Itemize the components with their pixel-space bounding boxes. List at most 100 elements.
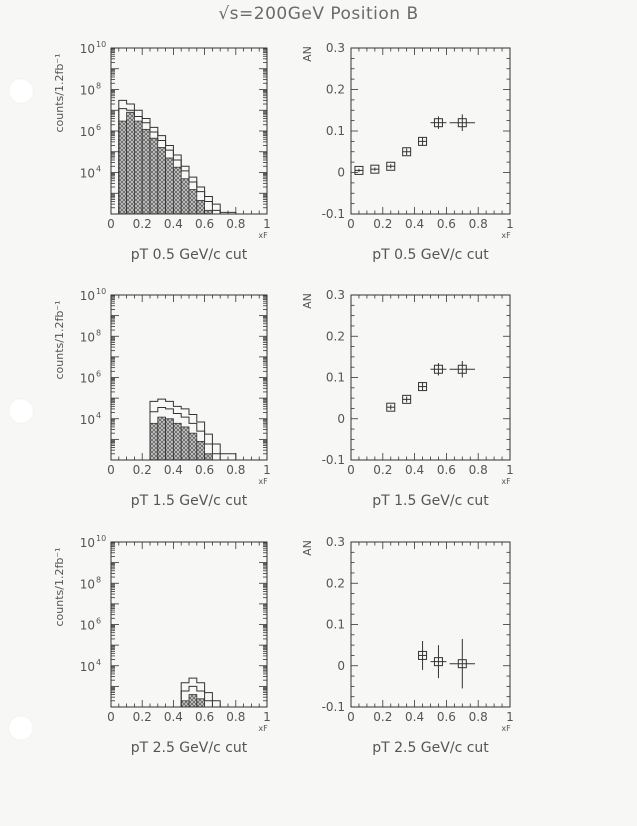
shaded-bar [188, 694, 198, 708]
y-tick-label: 0 [337, 412, 345, 426]
shaded-bar [196, 698, 206, 708]
x-tick-label: 0.2 [373, 217, 392, 231]
y-tick-exponent: 10 [96, 287, 106, 296]
x-tick-label: 0.2 [133, 217, 152, 231]
y-tick-label: -0.1 [322, 700, 345, 714]
data-point [402, 147, 412, 157]
x-tick-label: 0 [107, 463, 115, 477]
y-tick-label: 10 [80, 413, 95, 427]
y-tick-label: 0 [337, 659, 345, 673]
x-tick-label: 0.4 [164, 710, 183, 724]
data-point [457, 118, 467, 128]
shaded-bar [180, 700, 190, 708]
shaded-bar [188, 189, 198, 215]
x-tick-label: 1 [263, 710, 271, 724]
plot-frame [350, 294, 511, 461]
x-tick-label: 1 [506, 217, 514, 231]
shaded-bar [204, 209, 213, 215]
y-tick-exponent: 8 [96, 328, 101, 337]
y-axis-label: counts/1.2fb⁻¹ [53, 53, 66, 132]
histogram-outer-outline [118, 99, 237, 214]
y-tick-label: 10 [80, 660, 95, 674]
x-tick-label: 1 [263, 463, 271, 477]
plot-frame [350, 47, 511, 215]
x-axis-label: xF [258, 231, 268, 240]
y-tick-exponent: 8 [96, 82, 101, 91]
binder-hole-middle [8, 398, 34, 424]
y-tick-label: 0.2 [326, 83, 345, 97]
data-point [418, 650, 428, 660]
y-tick-label: 10 [80, 619, 95, 633]
binder-hole-bottom [8, 715, 34, 741]
y-tick-exponent: 10 [96, 534, 106, 543]
panel-caption: pT 2.5 GeV/c cut [372, 740, 489, 756]
shaded-bar [126, 111, 135, 215]
x-tick-label: 0.8 [469, 710, 488, 724]
shaded-bar [149, 137, 159, 215]
x-tick-label: 0.6 [437, 217, 456, 231]
x-tick-label: 0.6 [437, 463, 456, 477]
histogram-outer-outline [149, 398, 237, 460]
x-tick-label: 0.8 [226, 710, 245, 724]
y-tick-label: 10 [80, 84, 95, 98]
x-axis-label: xF [501, 724, 511, 733]
histogram-middle-outline [149, 407, 221, 460]
y-tick-exponent: 8 [96, 575, 101, 584]
x-tick-label: 0.8 [469, 217, 488, 231]
x-tick-label: 0.6 [195, 463, 214, 477]
x-tick-label: 0.2 [373, 463, 392, 477]
shaded-bar [196, 200, 206, 215]
y-axis-label: counts/1.2fb⁻¹ [53, 547, 66, 626]
data-point [386, 402, 396, 412]
data-point [433, 118, 443, 128]
shaded-bar [118, 120, 128, 215]
x-tick-label: 0.8 [226, 463, 245, 477]
shaded-bar [180, 178, 190, 215]
shaded-bar [133, 120, 143, 215]
panel-caption: pT 1.5 GeV/c cut [372, 493, 489, 509]
data-point [433, 364, 443, 374]
y-tick-label: 0 [337, 166, 345, 180]
page-title: √s=200GeV Position B [218, 4, 419, 24]
x-tick-label: 0.6 [195, 217, 214, 231]
binder-hole-top [8, 78, 34, 104]
data-point [457, 659, 467, 669]
data-point [354, 165, 364, 175]
plot-frame [350, 541, 511, 708]
y-tick-label: 10 [80, 330, 95, 344]
y-tick-label: 10 [80, 125, 95, 139]
x-tick-label: 0.4 [405, 217, 424, 231]
y-tick-label: 0.1 [326, 618, 345, 632]
data-point [418, 136, 428, 146]
y-tick-exponent: 10 [96, 40, 106, 49]
y-tick-label: 0.2 [326, 329, 345, 343]
x-tick-label: 0.2 [133, 463, 152, 477]
x-tick-label: 0 [107, 217, 115, 231]
x-tick-label: 0.8 [469, 463, 488, 477]
shaded-bar [149, 422, 159, 461]
histogram-outer-outline [180, 677, 221, 707]
y-tick-exponent: 4 [96, 411, 101, 420]
shaded-bar [204, 453, 213, 461]
data-point [433, 657, 443, 667]
y-axis-label: AN [301, 46, 314, 62]
y-tick-label: 0.3 [326, 535, 345, 549]
panel-caption: pT 0.5 GeV/c cut [131, 247, 248, 263]
x-tick-label: 0.4 [405, 710, 424, 724]
histogram-middle-outline [180, 685, 213, 707]
shaded-bar [180, 426, 190, 461]
data-point [457, 364, 467, 374]
x-tick-label: 0.6 [437, 710, 456, 724]
y-tick-label: 10 [80, 42, 95, 56]
panel-caption: pT 0.5 GeV/c cut [372, 247, 489, 263]
data-point [402, 394, 412, 404]
y-tick-label: 0.1 [326, 124, 345, 138]
y-tick-exponent: 6 [96, 123, 101, 132]
x-axis-label: xF [258, 477, 268, 486]
x-tick-label: 0.2 [373, 710, 392, 724]
y-axis-label: AN [301, 540, 314, 556]
